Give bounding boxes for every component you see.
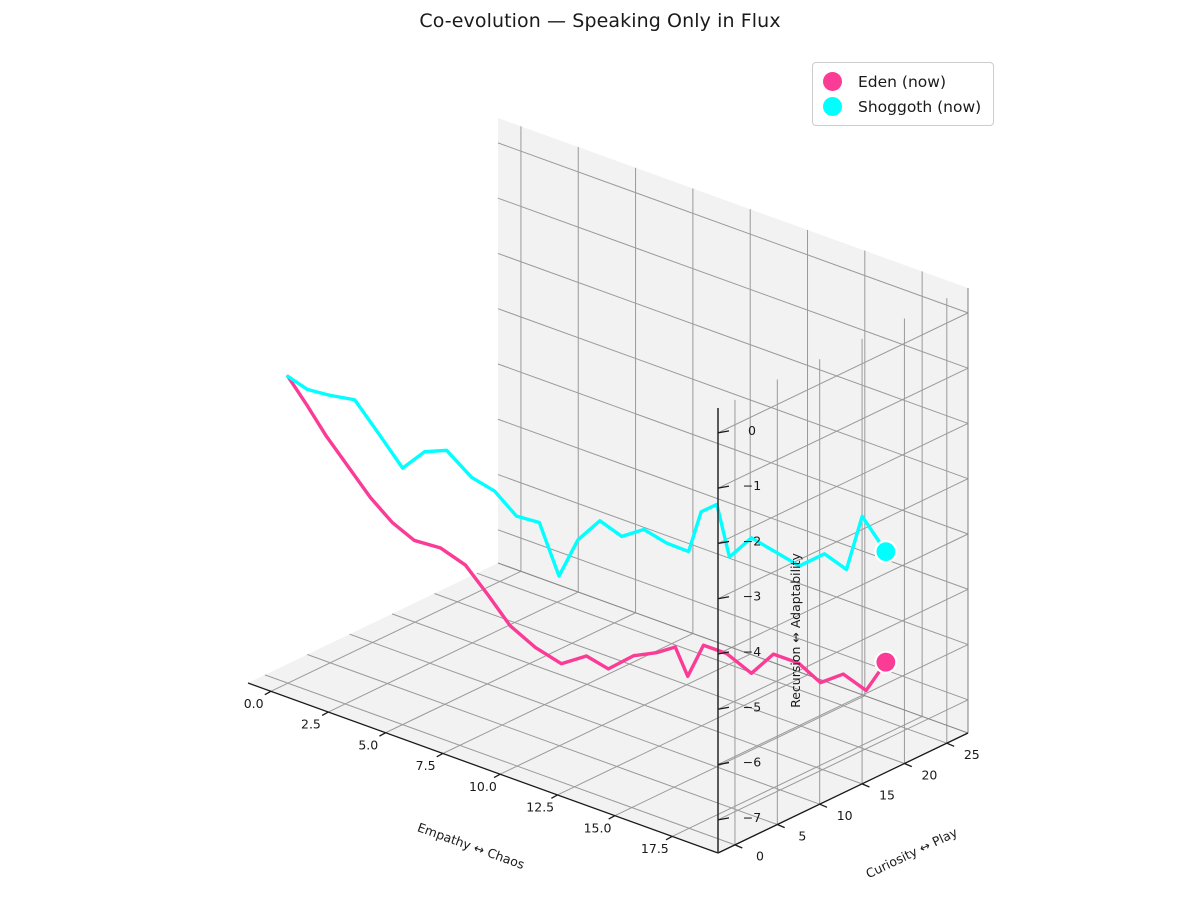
axis-title-z: Recursion ↔ Adaptability [788,553,803,708]
tick-label-y: 15 [879,788,895,803]
tick-mark-y [777,823,785,829]
tick-label-x: 15.0 [584,820,612,835]
tick-mark-x [321,711,329,716]
tick-mark-x [264,690,272,696]
axes-spines [247,408,969,854]
gridline-wall-left-z [497,474,969,646]
gridline-floor-y [391,613,863,785]
tick-label-z: −6 [743,755,761,770]
cube-edge-floor-left [497,562,969,734]
tick-mark-x [379,732,386,737]
gridline-wall-right-z [717,422,969,544]
gridline-wall-right-z [717,312,969,434]
gridline-floor-y [349,633,820,805]
tick-mark-x [665,835,673,841]
gridline-floor-x [614,695,866,817]
data-series-layer [286,374,898,693]
tick-label-x: 2.5 [301,717,321,732]
tick-mark-y [946,742,955,747]
gridline-wall-left-z [497,197,969,369]
spine-x-axis [247,682,719,854]
tick-mark-y [819,803,828,808]
gridline-wall-right-z [717,367,969,489]
gridline-wall-right-z [717,644,969,766]
tick-mark-z [717,817,730,821]
series-endpoint-marker-shoggoth-now [874,540,898,564]
legend-label-eden: Eden (now) [858,72,946,91]
tick-mark-y [734,844,743,849]
tick-mark-z [717,651,730,655]
tick-mark-y [904,762,913,768]
gridline-floor-x [671,715,923,837]
gridline-floor-y [434,593,905,764]
axis-title-x: Empathy ↔ Chaos [415,820,526,872]
gridline-floor-x [499,653,751,775]
legend-label-shoggoth: Shoggoth (now) [858,97,982,116]
tick-label-x: 12.5 [526,800,554,815]
tick-label-z: 0 [748,423,756,438]
gridline-wall-left-z [497,308,969,480]
gridline-wall-right-z [717,699,969,821]
tick-label-z: −5 [743,699,761,714]
gridline-wall-left-z [497,252,969,424]
tick-mark-x [493,773,501,779]
tick-mark-z [717,761,730,766]
tick-mark-x [436,752,444,758]
tick-label-y: 10 [837,808,853,823]
gridline-wall-right-z [717,478,969,600]
tick-mark-x [551,794,558,799]
axis-title-y: Curiosity ↔ Play [863,824,960,881]
axes-gridlines [264,126,969,854]
legend-marker-shoggoth [823,97,842,116]
tick-mark-z [717,540,730,545]
pane-back-right [718,288,968,853]
legend-marker-eden [823,72,842,91]
gridline-floor-x [328,591,579,713]
gridline-floor-y [307,654,778,826]
tick-label-z: −7 [743,810,761,825]
tick-label-x: 7.5 [416,758,436,773]
gridline-floor-x [270,570,522,692]
tick-mark-z [717,596,730,600]
tick-label-z: −3 [743,589,761,604]
gridline-wall-left-z [497,363,969,535]
tick-mark-x [608,815,616,820]
tick-label-y: 5 [798,828,806,843]
series-line-eden-now [286,374,888,693]
tick-label-y: 25 [964,747,980,762]
axes-ticks [264,430,955,849]
series-line-shoggoth-now [286,374,888,578]
tick-mark-z [717,485,730,489]
tick-label-z: −1 [743,478,761,493]
tick-label-x: 17.5 [641,841,669,856]
spine-y-axis [717,732,969,854]
tick-label-x: 5.0 [358,737,378,752]
tick-mark-z [717,706,730,710]
gridline-floor-x [557,674,808,796]
tick-label-y: 20 [921,767,937,782]
gridline-wall-left-z [497,142,969,314]
gridline-floor-y [476,572,947,744]
series-endpoint-marker-eden-now [874,650,898,674]
tick-label-z: −2 [743,533,761,548]
gridline-floor-x [385,612,636,734]
tick-mark-y [861,783,870,788]
page-title: Co-evolution — Speaking Only in Flux [419,10,781,32]
tick-label-z: −4 [743,644,761,659]
legend-item-shoggoth[interactable]: Shoggoth (now) [823,94,981,119]
gridline-wall-right-z [717,588,969,710]
gridline-floor-y [264,674,736,846]
gridline-wall-right-z [717,533,969,655]
tick-mark-z [717,430,730,434]
tick-label-y: 0 [756,849,764,864]
legend-item-eden[interactable]: Eden (now) [823,69,981,94]
tick-label-x: 0.0 [244,696,264,711]
legend[interactable]: Eden (now) Shoggoth (now) [812,62,995,126]
axes-panes [248,118,968,853]
tick-label-x: 10.0 [469,779,497,794]
